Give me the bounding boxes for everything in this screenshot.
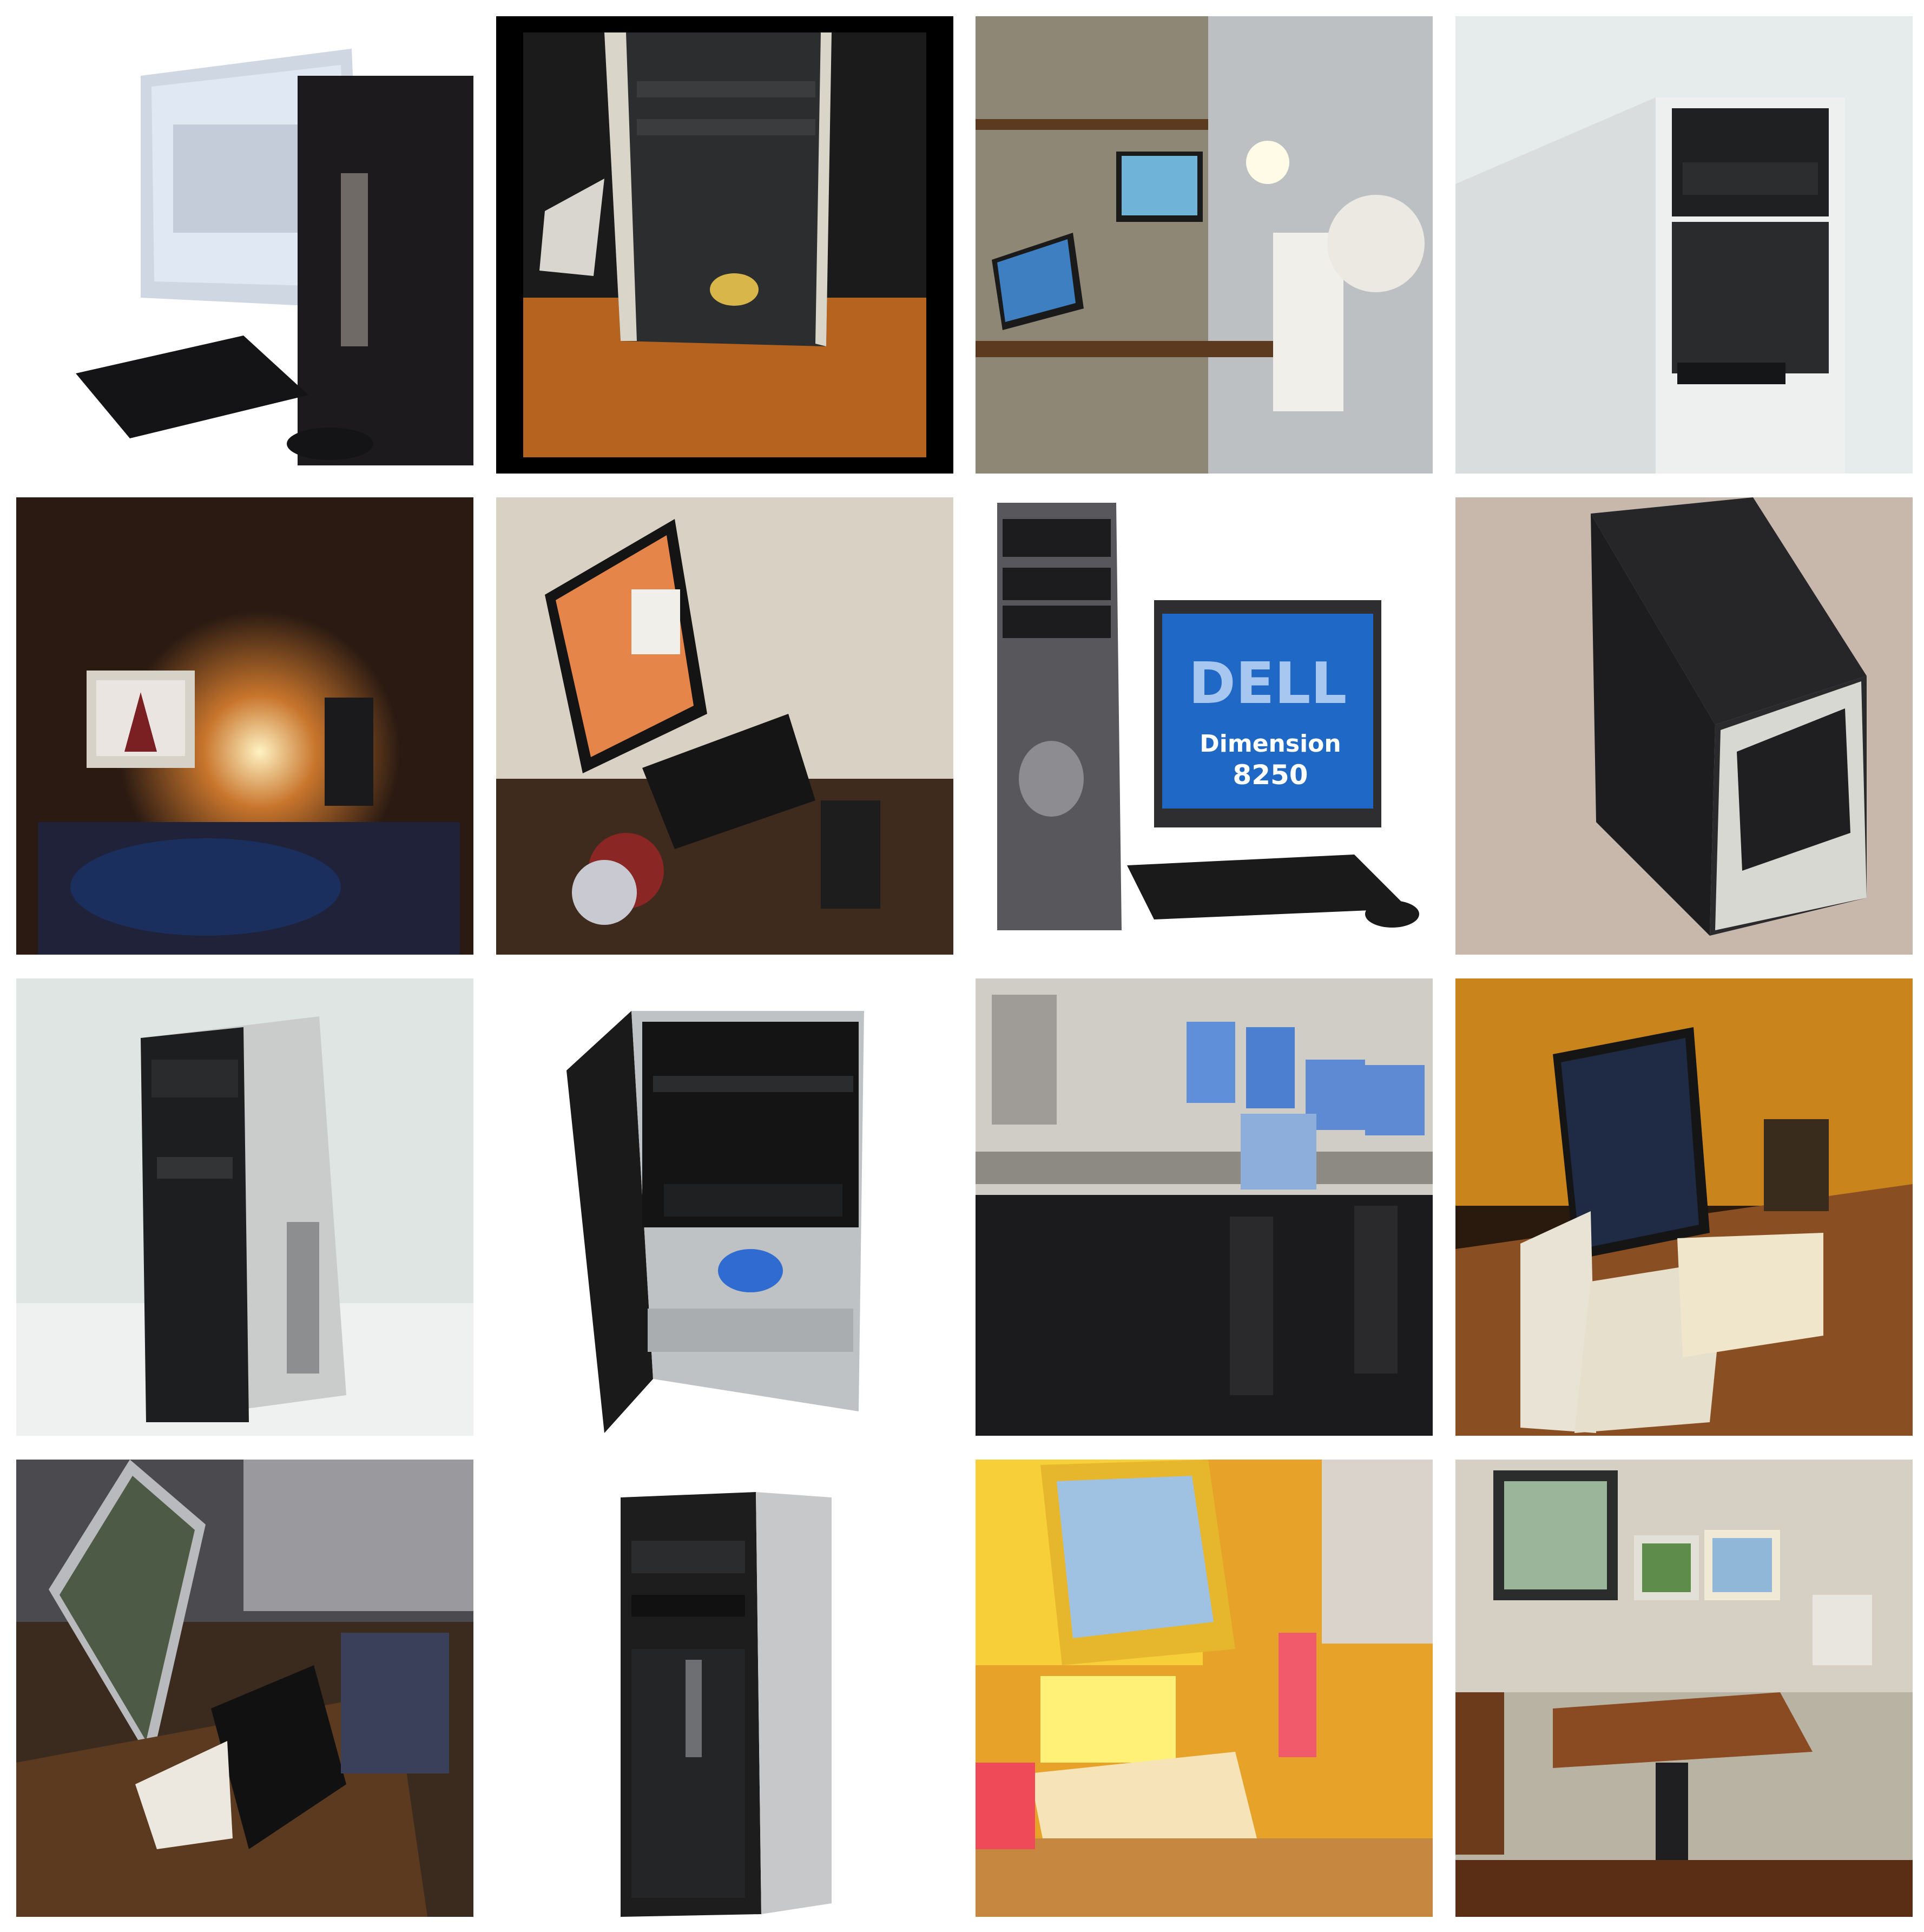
photo-tile-15 [976,1460,1433,1917]
white-tower-closeup-image [1455,16,1913,474]
photo-tile-13 [16,1460,473,1917]
colorful-yellow-desk-image [976,1460,1433,1917]
photo-tile-11 [976,978,1433,1436]
photo-tile-12 [1455,978,1913,1436]
silver-black-tower-image [16,978,473,1436]
photo-tile-16 [1455,1460,1913,1917]
dell-dimension-tower-and-monitor-image: DELL Dimension 8250 [976,497,1433,955]
office-with-many-monitors-image [976,978,1433,1436]
photo-tile-9 [16,978,473,1436]
dell-model-line-1: Dimension [1200,730,1341,758]
photo-tile-10 [496,978,953,1436]
desk-with-laptop-and-keyboard-image [1455,978,1913,1436]
dell-logo-text: DELL [1189,650,1347,717]
tower-with-monitor-keyboard-image [16,16,473,474]
photo-tile-2 [496,16,953,474]
dell-model-line-2: 8250 [1233,759,1308,791]
photo-tile-3 [976,16,1433,474]
room-with-imacs-and-desk-image [1455,1460,1913,1917]
photo-tile-4 [1455,16,1913,474]
silver-tower-product-shot-image [496,978,953,1436]
photo-tile-14 [496,1460,953,1917]
framed-tower-on-wood-floor-image [496,16,953,474]
hp-tower-product-shot-image [496,1460,953,1917]
photo-tile-5 [16,497,473,955]
dark-room-crt-and-lamp-image [16,497,473,955]
desk-with-monitor-and-laptop-image [976,16,1433,474]
cluttered-desk-with-lcd-image [16,1460,473,1917]
photo-tile-8 [1455,497,1913,955]
black-tower-on-carpet-image [1455,497,1913,955]
photo-tile-1 [16,16,473,474]
photo-tile-6 [496,497,953,955]
photo-tile-7: DELL Dimension 8250 [976,497,1433,955]
desk-with-orange-screen-image [496,497,953,955]
